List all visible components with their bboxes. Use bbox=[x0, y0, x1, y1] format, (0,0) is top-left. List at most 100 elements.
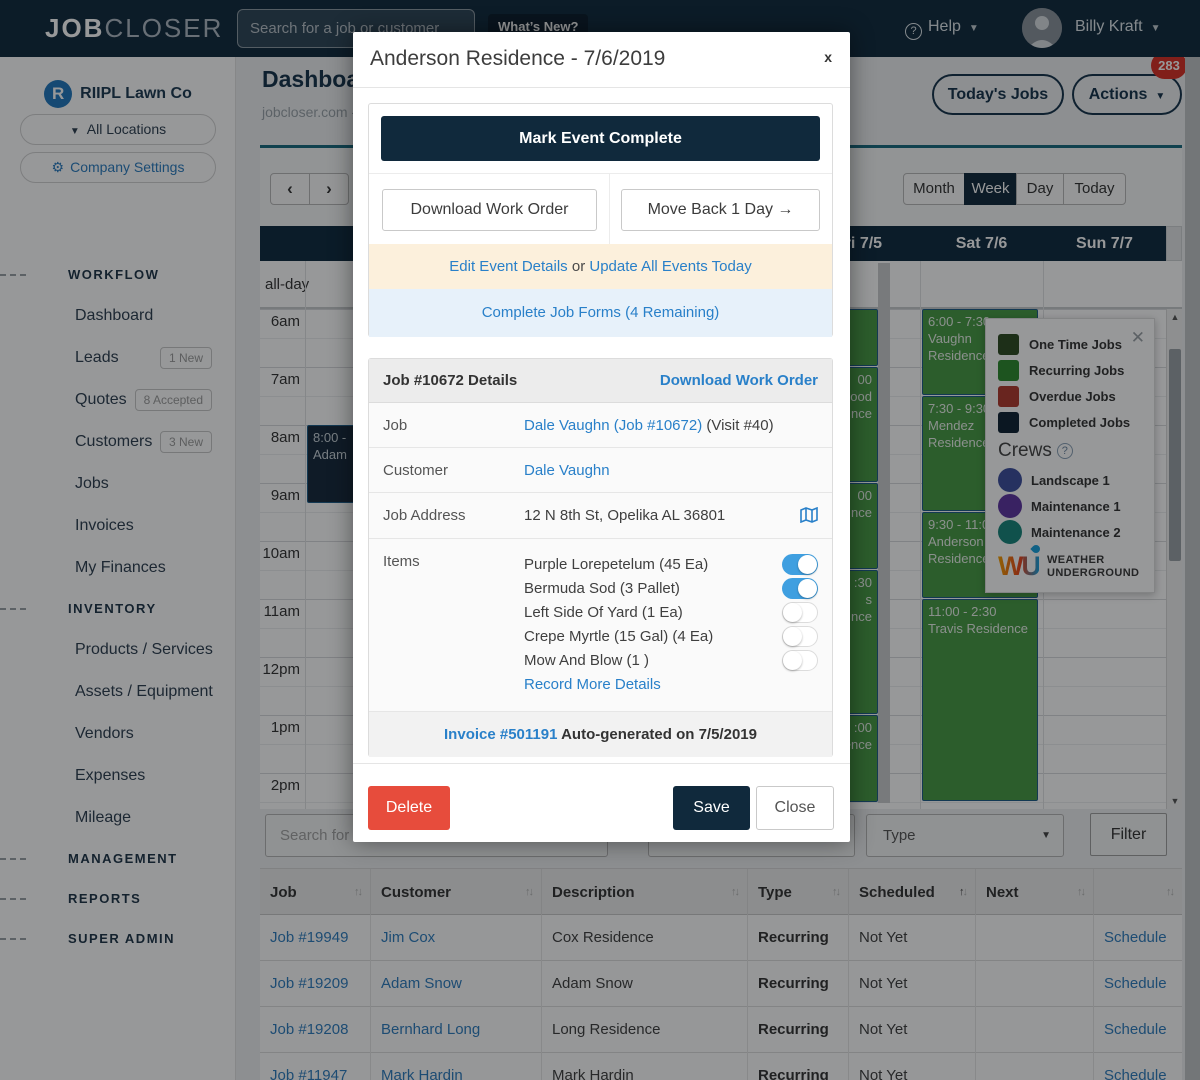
sidebar-nav: WORKFLOW Dashboard Leads 1 New Quotes 8 Ac… bbox=[0, 255, 236, 959]
col-header-job[interactable]: Job ↑↓ bbox=[260, 869, 370, 916]
sort-icon[interactable]: ↑↓ bbox=[731, 886, 740, 898]
section-label: SUPER ADMIN bbox=[68, 931, 176, 946]
customer-link[interactable]: Bernhard Long bbox=[381, 1021, 481, 1038]
calendar-event-travis[interactable]: 11:00 - 2:30 Travis Residence bbox=[922, 599, 1038, 801]
map-icon[interactable] bbox=[800, 507, 818, 523]
sidebar-item-customers[interactable]: Customers 3 New bbox=[0, 421, 236, 463]
sidebar-item-leads[interactable]: Leads 1 New bbox=[0, 337, 236, 379]
calendar-scrollbar[interactable]: ▲ ▼ bbox=[1166, 309, 1182, 809]
help-icon[interactable]: ? bbox=[1056, 443, 1073, 459]
item-toggle[interactable] bbox=[782, 554, 818, 575]
item-label: Mileage bbox=[75, 809, 132, 826]
col-header-next[interactable]: Next ↑↓ bbox=[975, 869, 1093, 916]
job-link[interactable]: Job #19949 bbox=[270, 929, 349, 946]
sidebar-item-my-finances[interactable]: My Finances bbox=[0, 547, 236, 589]
view-today-button[interactable]: Today bbox=[1063, 173, 1126, 205]
col-header-description[interactable]: Description ↑↓ bbox=[541, 869, 747, 916]
sidebar-item-mileage[interactable]: Mileage bbox=[0, 797, 236, 839]
record-more-details-link[interactable]: Record More Details bbox=[524, 676, 661, 693]
sidebar-item-quotes[interactable]: Quotes 8 Accepted bbox=[0, 379, 236, 421]
sidebar-item-products-services[interactable]: Products / Services bbox=[0, 629, 236, 671]
section-super-admin[interactable]: SUPER ADMIN bbox=[0, 919, 236, 959]
job-detail-link[interactable]: Dale Vaughn (Job #10672) bbox=[524, 417, 703, 434]
schedule-link[interactable]: Schedule bbox=[1104, 1067, 1167, 1080]
weather-underground-logo: WU WEATHER UNDERGROUND bbox=[998, 543, 1142, 582]
close-button[interactable]: Close bbox=[756, 786, 834, 830]
col-header-actions[interactable]: ↑↓ bbox=[1093, 869, 1182, 916]
sidebar-item-assets-equipment[interactable]: Assets / Equipment bbox=[0, 671, 236, 713]
sidebar-item-jobs[interactable]: Jobs bbox=[0, 463, 236, 505]
col-header-customer[interactable]: Customer ↑↓ bbox=[370, 869, 541, 916]
col-header-scheduled[interactable]: Scheduled ↑↓ bbox=[848, 869, 975, 916]
item-label: Products / Services bbox=[75, 641, 213, 658]
chevron-down-icon: ▼ bbox=[968, 23, 979, 34]
sort-icon[interactable]: ↑↓ bbox=[1166, 886, 1175, 898]
customer-detail-link[interactable]: Dale Vaughn bbox=[524, 462, 610, 479]
job-link[interactable]: Job #11947 bbox=[270, 1067, 348, 1080]
schedule-link[interactable]: Schedule bbox=[1104, 929, 1167, 946]
avatar[interactable] bbox=[1022, 8, 1062, 48]
item-toggle[interactable] bbox=[782, 578, 818, 599]
close-icon[interactable]: ✕ bbox=[1130, 328, 1145, 347]
schedule-link[interactable]: Schedule bbox=[1104, 975, 1167, 992]
item-line: Crepe Myrtle (15 Gal) (4 Ea) bbox=[524, 625, 818, 649]
job-link[interactable]: Job #19208 bbox=[270, 1021, 349, 1038]
scroll-down-icon[interactable]: ▼ bbox=[1170, 796, 1180, 806]
view-week-button[interactable]: Week bbox=[964, 173, 1017, 205]
company-settings-button[interactable]: ⚙ Company Settings bbox=[20, 152, 216, 183]
help-menu[interactable]: ? Help ▼ bbox=[905, 18, 1015, 40]
legend-overdue: Overdue Jobs bbox=[998, 383, 1142, 409]
item-toggle[interactable] bbox=[782, 602, 818, 623]
sidebar-item-invoices[interactable]: Invoices bbox=[0, 505, 236, 547]
scrollbar-thumb[interactable] bbox=[1169, 349, 1181, 561]
delete-button[interactable]: Delete bbox=[368, 786, 450, 830]
scheduled-cell: Not Yet bbox=[848, 1053, 975, 1080]
move-back-button[interactable]: Move Back 1 Day → bbox=[621, 189, 820, 231]
or-text: or bbox=[571, 258, 586, 275]
view-day-button[interactable]: Day bbox=[1016, 173, 1064, 205]
job-link[interactable]: Job #19209 bbox=[270, 975, 349, 992]
invoice-link[interactable]: Invoice #501191 bbox=[444, 726, 558, 743]
user-menu[interactable]: Billy Kraft ▼ bbox=[1075, 18, 1200, 36]
type-select[interactable]: Type ▼ bbox=[866, 814, 1064, 857]
view-month-button[interactable]: Month bbox=[903, 173, 965, 205]
sidebar-item-vendors[interactable]: Vendors bbox=[0, 713, 236, 755]
col-header-type[interactable]: Type ↑↓ bbox=[747, 869, 848, 916]
actions-button[interactable]: Actions ▼ bbox=[1072, 74, 1182, 115]
section-reports[interactable]: REPORTS bbox=[0, 879, 236, 919]
table-row: Job #11947 Mark Hardin Mark Hardin Recur… bbox=[260, 1053, 1182, 1080]
customer-link[interactable]: Adam Snow bbox=[381, 975, 462, 992]
todays-jobs-button[interactable]: Today's Jobs bbox=[932, 74, 1064, 115]
filter-button[interactable]: Filter bbox=[1090, 813, 1167, 856]
next-cell bbox=[975, 1053, 1093, 1080]
sort-icon[interactable]: ↑↓ bbox=[959, 886, 968, 898]
page-scrollbar[interactable] bbox=[1185, 57, 1200, 1080]
schedule-link[interactable]: Schedule bbox=[1104, 1021, 1167, 1038]
download-work-order-button[interactable]: Download Work Order bbox=[382, 189, 597, 231]
sort-icon[interactable]: ↑↓ bbox=[354, 886, 363, 898]
sort-icon[interactable]: ↑↓ bbox=[525, 886, 534, 898]
update-all-events-link[interactable]: Update All Events Today bbox=[589, 258, 752, 275]
scheduled-cell: Not Yet bbox=[848, 1007, 975, 1053]
complete-job-forms-link[interactable]: Complete Job Forms (4 Remaining) bbox=[481, 304, 720, 321]
item-line: Purple Lorepetelum (45 Ea) bbox=[524, 553, 818, 577]
sort-icon[interactable]: ↑↓ bbox=[1077, 886, 1086, 898]
sidebar-item-expenses[interactable]: Expenses bbox=[0, 755, 236, 797]
section-management[interactable]: MANAGEMENT bbox=[0, 839, 236, 879]
sort-icon[interactable]: ↑↓ bbox=[832, 886, 841, 898]
item-toggle[interactable] bbox=[782, 626, 818, 647]
calendar-next-button[interactable]: › bbox=[309, 173, 349, 205]
scheduled-cell: Not Yet bbox=[848, 961, 975, 1007]
details-download-link[interactable]: Download Work Order bbox=[659, 372, 818, 389]
calendar-prev-button[interactable]: ‹ bbox=[270, 173, 310, 205]
sidebar-item-dashboard[interactable]: Dashboard bbox=[0, 295, 236, 337]
close-icon[interactable]: x bbox=[824, 49, 832, 65]
customer-link[interactable]: Mark Hardin bbox=[381, 1067, 463, 1080]
item-toggle[interactable] bbox=[782, 650, 818, 671]
scroll-up-icon[interactable]: ▲ bbox=[1170, 312, 1180, 322]
edit-event-details-link[interactable]: Edit Event Details bbox=[449, 258, 568, 275]
save-button[interactable]: Save bbox=[673, 786, 750, 830]
mark-event-complete-button[interactable]: Mark Event Complete bbox=[381, 116, 820, 161]
customer-link[interactable]: Jim Cox bbox=[381, 929, 436, 946]
all-locations-select[interactable]: ▼ All Locations bbox=[20, 114, 216, 145]
